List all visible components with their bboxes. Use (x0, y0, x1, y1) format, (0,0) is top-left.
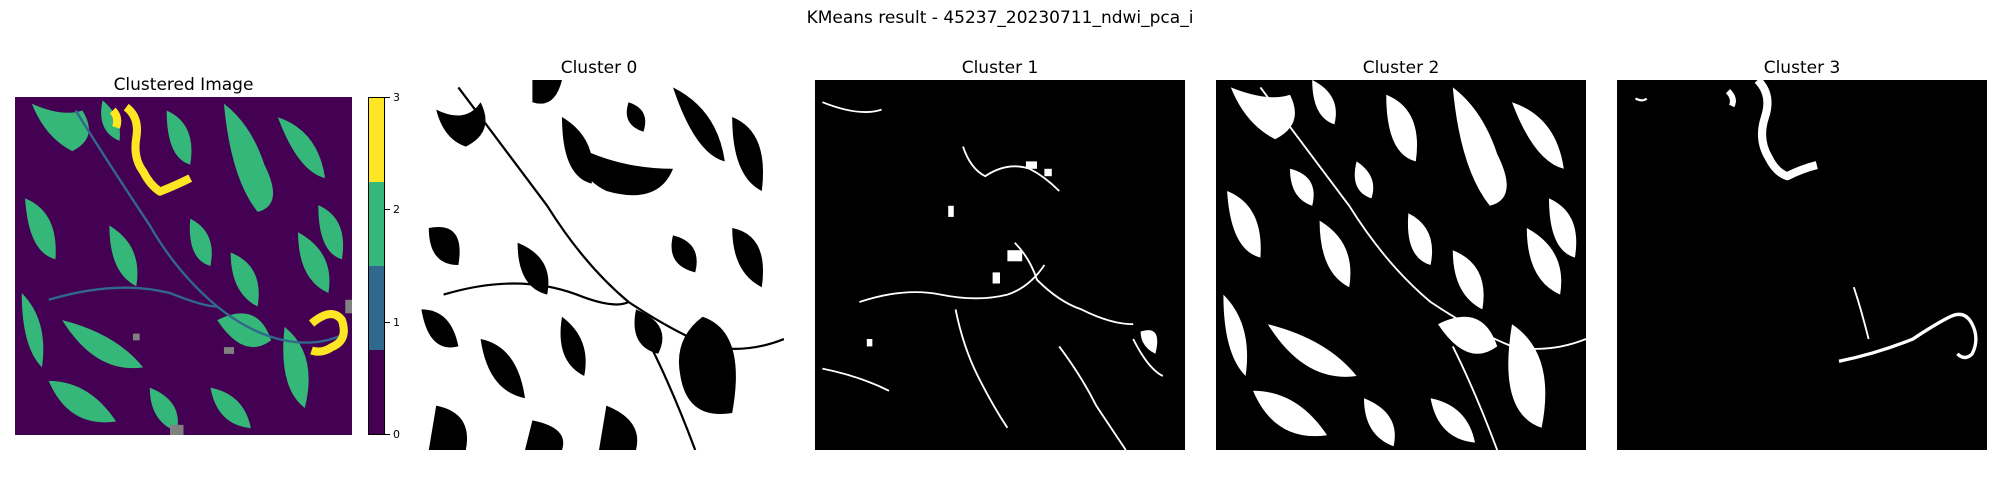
cluster-1-title: Cluster 1 (961, 58, 1039, 78)
colorbar-tick-label-3: 3 (393, 91, 400, 104)
colorbar-tick-2 (385, 209, 390, 210)
mask-on-channels (1259, 86, 1586, 450)
colorbar-tick-1 (385, 322, 390, 323)
cluster-3-river (109, 103, 348, 356)
masked-pixels (132, 299, 352, 435)
clustered-image (15, 97, 352, 435)
mask-on-regions (1223, 80, 1577, 447)
cluster-1-mask (815, 80, 1185, 450)
colorbar-segment-1 (369, 266, 384, 350)
cluster-1-channels (48, 109, 346, 344)
cluster-0-mask (414, 80, 784, 450)
mask-on-river (1635, 80, 1978, 363)
colorbar-tick-label-2: 2 (393, 203, 400, 216)
colorbar-segment-3 (369, 98, 384, 182)
cluster-3-mask (1617, 80, 1987, 450)
figure-suptitle: KMeans result - 45237_20230711_ndwi_pca_… (806, 8, 1194, 28)
mask-off-regions (421, 80, 764, 450)
colorbar-tick-label-1: 1 (393, 316, 400, 329)
mask-background (815, 80, 1185, 450)
mask-off-channels (443, 86, 784, 450)
colorbar-tick-0 (385, 434, 390, 435)
cluster-3-title: Cluster 3 (1763, 58, 1841, 78)
colorbar-segment-0 (369, 350, 384, 434)
clustered-image-title: Clustered Image (113, 75, 254, 95)
cluster-2-mask (1216, 80, 1586, 450)
cluster-0-title: Cluster 0 (560, 58, 638, 78)
colorbar-tick-3 (385, 97, 390, 98)
cluster-2-title: Cluster 2 (1362, 58, 1440, 78)
mask-on-blobs (866, 161, 1158, 354)
colorbar-segment-2 (369, 182, 384, 266)
mask-on-channels (822, 101, 1164, 450)
colorbar-tick-label-0: 0 (393, 428, 400, 441)
colorbar (368, 97, 385, 435)
cluster-2-regions (21, 100, 344, 432)
mask-background (1617, 80, 1987, 450)
